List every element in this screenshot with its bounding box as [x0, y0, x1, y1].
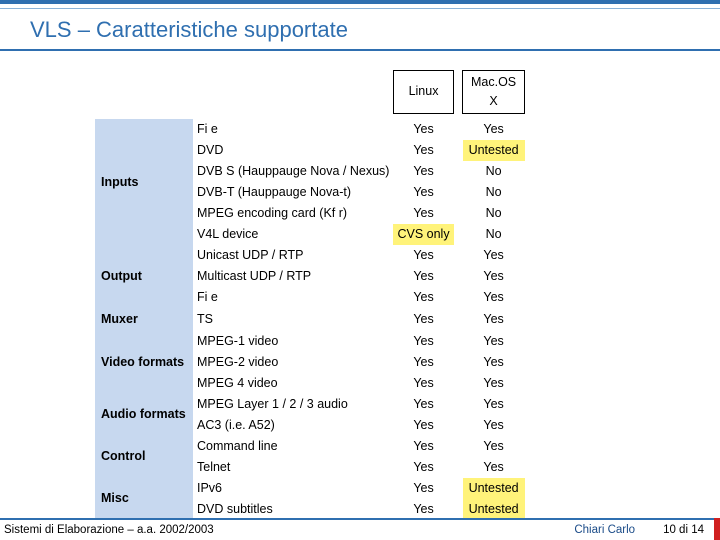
category-cell: Inputs: [95, 119, 193, 245]
macos-cell: Untested: [463, 499, 525, 520]
macos-cell: Untested: [463, 478, 525, 499]
linux-cell: Yes: [393, 373, 453, 394]
feature-cell: DVD subtitles: [193, 499, 393, 520]
macos-cell: Yes: [463, 308, 525, 331]
feature-cell: Multicast UDP / RTP: [193, 266, 393, 287]
linux-cell: Yes: [393, 352, 453, 373]
feature-cell: AC3 (i.e. A52): [193, 415, 393, 436]
macos-cell: No: [463, 161, 525, 182]
macos-cell: Yes: [463, 119, 525, 140]
feature-cell: DVD: [193, 140, 393, 161]
category-cell: Misc: [95, 478, 193, 520]
linux-cell: Yes: [393, 203, 453, 224]
linux-cell: Yes: [393, 308, 453, 331]
feature-cell: Fi e: [193, 287, 393, 308]
macos-cell: Yes: [463, 373, 525, 394]
linux-cell: Yes: [393, 499, 453, 520]
category-cell: Audio formats: [95, 394, 193, 436]
linux-cell: Yes: [393, 478, 453, 499]
footer-page: 10 di 14: [663, 524, 720, 536]
table-header-row: Linux Mac.OS X: [95, 71, 525, 114]
slide: VLS – Caratteristiche supportate Linux M…: [0, 0, 720, 540]
table-row: InputsFi eYesYes: [95, 119, 525, 140]
macos-cell: Yes: [463, 436, 525, 457]
table-row: OutputUnicast UDP / RTPYesYes: [95, 245, 525, 266]
footer-red-accent: [714, 518, 720, 540]
category-cell: Muxer: [95, 308, 193, 331]
macos-cell: Yes: [463, 287, 525, 308]
linux-cell: CVS only: [393, 224, 453, 245]
linux-cell: Yes: [393, 140, 453, 161]
top-accent-bar: [0, 0, 720, 4]
table-row: Video formatsMPEG-1 videoYesYes: [95, 331, 525, 352]
macos-cell: Yes: [463, 331, 525, 352]
title-bar: VLS – Caratteristiche supportate: [0, 8, 720, 51]
macos-cell: Yes: [463, 394, 525, 415]
feature-cell: MPEG 4 video: [193, 373, 393, 394]
feature-cell: MPEG Layer 1 / 2 / 3 audio: [193, 394, 393, 415]
macos-cell: Yes: [463, 457, 525, 478]
macos-cell: Yes: [463, 266, 525, 287]
table-row: Audio formatsMPEG Layer 1 / 2 / 3 audioY…: [95, 394, 525, 415]
table-row: ControlCommand lineYesYes: [95, 436, 525, 457]
linux-cell: Yes: [393, 415, 453, 436]
linux-cell: Yes: [393, 331, 453, 352]
linux-cell: Yes: [393, 457, 453, 478]
col-header-macos: Mac.OS X: [463, 71, 525, 114]
feature-cell: DVB S (Hauppauge Nova / Nexus): [193, 161, 393, 182]
macos-cell: Untested: [463, 140, 525, 161]
macos-cell: Yes: [463, 245, 525, 266]
macos-cell: Yes: [463, 415, 525, 436]
col-header-linux: Linux: [393, 71, 453, 114]
feature-cell: IPv6: [193, 478, 393, 499]
feature-cell: Fi e: [193, 119, 393, 140]
category-cell: Video formats: [95, 331, 193, 394]
macos-cell: No: [463, 203, 525, 224]
linux-cell: Yes: [393, 266, 453, 287]
linux-cell: Yes: [393, 245, 453, 266]
feature-cell: MPEG-1 video: [193, 331, 393, 352]
feature-cell: Unicast UDP / RTP: [193, 245, 393, 266]
table-row: MuxerTSYesYes: [95, 308, 525, 331]
linux-cell: Yes: [393, 161, 453, 182]
feature-table: Linux Mac.OS X InputsFi eYesYesDVDYesUnt…: [95, 70, 525, 520]
macos-cell: No: [463, 182, 525, 203]
page-title: VLS – Caratteristiche supportate: [30, 17, 720, 43]
category-cell: Output: [95, 245, 193, 308]
table-row: MiscIPv6YesUntested: [95, 478, 525, 499]
footer: Sistemi di Elaborazione – a.a. 2002/2003…: [0, 518, 720, 540]
feature-cell: MPEG-2 video: [193, 352, 393, 373]
feature-cell: Telnet: [193, 457, 393, 478]
linux-cell: Yes: [393, 119, 453, 140]
macos-cell: Yes: [463, 352, 525, 373]
linux-cell: Yes: [393, 182, 453, 203]
feature-cell: Command line: [193, 436, 393, 457]
linux-cell: Yes: [393, 287, 453, 308]
category-cell: Control: [95, 436, 193, 478]
macos-cell: No: [463, 224, 525, 245]
footer-author: Chiari Carlo: [574, 524, 663, 536]
linux-cell: Yes: [393, 436, 453, 457]
footer-left: Sistemi di Elaborazione – a.a. 2002/2003: [0, 524, 574, 536]
feature-cell: V4L device: [193, 224, 393, 245]
feature-table-wrap: Linux Mac.OS X InputsFi eYesYesDVDYesUnt…: [95, 70, 525, 520]
feature-cell: DVB-T (Hauppauge Nova-t): [193, 182, 393, 203]
feature-cell: TS: [193, 308, 393, 331]
linux-cell: Yes: [393, 394, 453, 415]
feature-cell: MPEG encoding card (Kf r): [193, 203, 393, 224]
